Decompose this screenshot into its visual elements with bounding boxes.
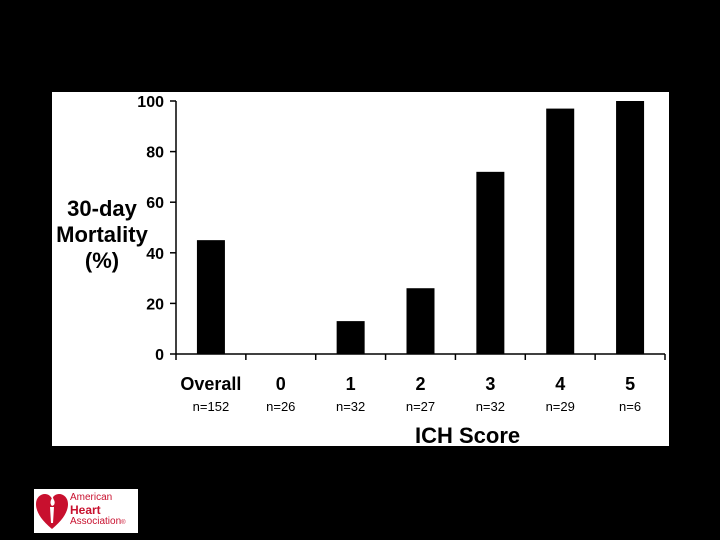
chart-panel: 0 20 40 60 80 100 Overall n=152 0 n=26 1 n=32 2 n=27 3… (52, 92, 669, 448)
x-tick-label: 1 (346, 374, 356, 394)
x-tick-label: Overall (180, 374, 241, 394)
aha-logo: American Heart Association® (34, 489, 138, 533)
sample-size-label: n=152 (193, 399, 230, 414)
y-tick-label: 20 (146, 296, 164, 313)
y-tick-label: 0 (155, 347, 164, 364)
x-axis-label: ICH Score (415, 423, 521, 448)
y-axis-label-line: 30-day (67, 196, 137, 221)
x-tick-label: 3 (485, 374, 495, 394)
y-axis-label-line: (%) (84, 248, 120, 273)
bar (476, 171, 505, 354)
sample-size-label: n=29 (546, 399, 575, 414)
sample-size-label: n=26 (266, 399, 295, 414)
logo-wordmark: American Heart Association® (70, 492, 126, 529)
sample-size-label: n=32 (336, 399, 365, 414)
x-tick-label: 2 (415, 374, 425, 394)
sample-size-label: n=6 (619, 399, 641, 414)
logo-line: Heart (70, 503, 101, 517)
sample-size-label: n=27 (406, 399, 435, 414)
x-tick-label: 4 (555, 374, 565, 394)
bar (406, 288, 435, 354)
y-tick-label: 100 (137, 94, 164, 111)
sample-size-label: n=32 (476, 399, 505, 414)
logo-line: Association® (70, 516, 126, 529)
bar-chart: 0 20 40 60 80 100 Overall n=152 0 n=26 1 n=32 2 n=27 3… (137, 94, 666, 414)
bar (616, 101, 645, 354)
bar (196, 240, 225, 354)
x-tick-label: 5 (625, 374, 635, 394)
y-tick-label: 80 (146, 145, 164, 162)
heart-torch-icon (36, 494, 68, 529)
bar (336, 321, 365, 354)
y-axis-label-line: Mortality (56, 222, 148, 247)
x-tick-label: 0 (276, 374, 286, 394)
y-tick-label: 40 (146, 246, 164, 263)
logo-line-text: Association (70, 516, 122, 527)
logo-line: American (70, 492, 113, 503)
registered-mark: ® (121, 520, 126, 526)
y-axis-label: 30-day Mortality (%) (52, 196, 152, 274)
y-tick-label: 60 (146, 195, 164, 212)
bar (546, 108, 575, 354)
